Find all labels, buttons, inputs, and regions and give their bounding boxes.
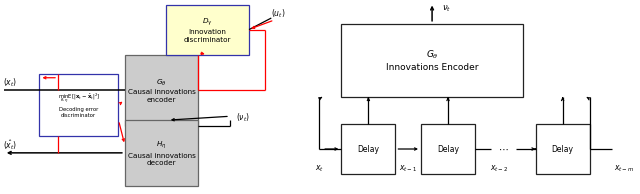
Text: $x_t$: $x_t$ bbox=[314, 163, 324, 173]
Text: Delay: Delay bbox=[552, 145, 573, 153]
Text: $(u_t)$: $(u_t)$ bbox=[271, 8, 286, 20]
Text: $\cdots$: $\cdots$ bbox=[499, 144, 509, 154]
Text: Delay: Delay bbox=[437, 145, 459, 153]
Text: $x_{t-m}$: $x_{t-m}$ bbox=[614, 163, 634, 173]
Text: $x_{t-2}$: $x_{t-2}$ bbox=[490, 163, 508, 173]
Text: $D_\gamma$
Innovation
discriminator: $D_\gamma$ Innovation discriminator bbox=[184, 16, 232, 43]
FancyBboxPatch shape bbox=[125, 120, 198, 186]
Text: $\min_{\theta,\eta}\mathrm{E}[|\mathbf{x}_t-\hat{\mathbf{x}}_t|^2]$
Decoding err: $\min_{\theta,\eta}\mathrm{E}[|\mathbf{x… bbox=[58, 91, 100, 118]
Text: $(\nu_t)$: $(\nu_t)$ bbox=[236, 112, 250, 124]
Text: $(\hat{x}_t)$: $(\hat{x}_t)$ bbox=[3, 138, 17, 152]
Text: $(x_t)$: $(x_t)$ bbox=[3, 76, 17, 89]
FancyBboxPatch shape bbox=[421, 124, 475, 174]
FancyBboxPatch shape bbox=[341, 124, 396, 174]
Text: Delay: Delay bbox=[357, 145, 380, 153]
FancyBboxPatch shape bbox=[125, 55, 198, 126]
FancyBboxPatch shape bbox=[341, 24, 523, 97]
FancyBboxPatch shape bbox=[39, 74, 118, 136]
Text: $x_{t-1}$: $x_{t-1}$ bbox=[399, 163, 417, 173]
FancyBboxPatch shape bbox=[536, 124, 589, 174]
Text: $G_\theta$
Innovations Encoder: $G_\theta$ Innovations Encoder bbox=[386, 49, 478, 72]
Text: $H_\eta$
Causal innovations
decoder: $H_\eta$ Causal innovations decoder bbox=[127, 140, 195, 166]
Text: $\nu_t$: $\nu_t$ bbox=[442, 3, 451, 14]
FancyBboxPatch shape bbox=[166, 4, 249, 55]
Text: $G_\theta$
Causal innovations
encoder: $G_\theta$ Causal innovations encoder bbox=[127, 78, 195, 103]
